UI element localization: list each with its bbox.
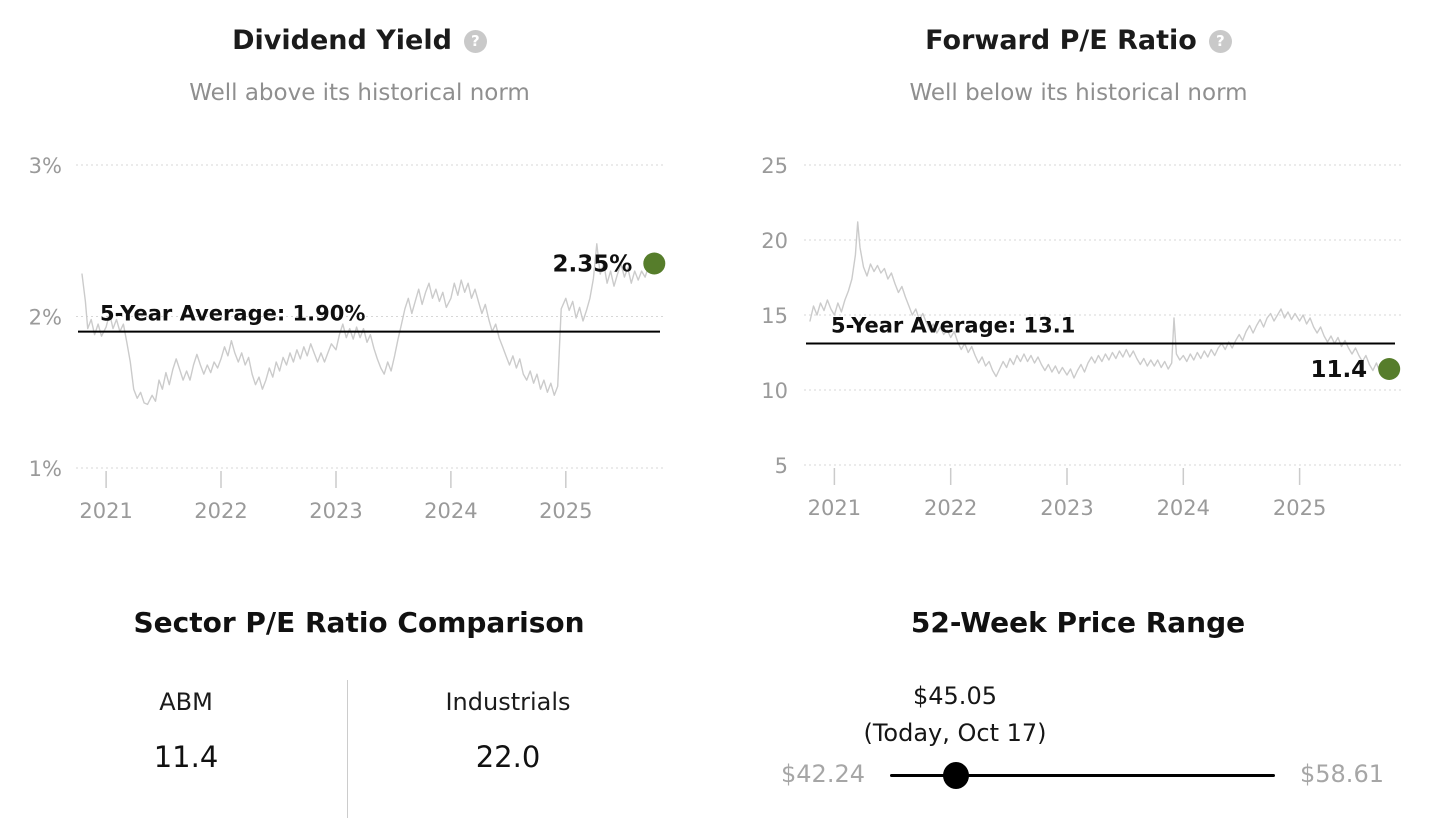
sector-item-industrials: Industrials 22.0 xyxy=(347,688,669,774)
question-mark-icon[interactable]: ? xyxy=(463,29,487,53)
forward-pe-title-row: Forward P/E Ratio ? xyxy=(719,24,1438,58)
forward-pe-title: Forward P/E Ratio xyxy=(925,25,1197,56)
svg-text:5: 5 xyxy=(775,454,788,478)
range-high-label: $58.61 xyxy=(1300,760,1384,788)
svg-text:11.4: 11.4 xyxy=(1310,357,1367,383)
current-value-dot xyxy=(643,252,666,275)
current-price-date: (Today, Oct 17) xyxy=(863,719,1047,747)
svg-text:15: 15 xyxy=(761,304,788,328)
svg-text:2021: 2021 xyxy=(808,496,861,520)
range-handle xyxy=(943,762,969,789)
question-mark-icon[interactable]: ? xyxy=(1208,29,1232,53)
svg-text:2023: 2023 xyxy=(1040,496,1093,520)
svg-text:20: 20 xyxy=(761,229,788,253)
svg-text:2%: 2% xyxy=(29,306,62,330)
svg-text:2024: 2024 xyxy=(424,499,477,523)
svg-text:1%: 1% xyxy=(29,457,62,481)
vertical-divider xyxy=(347,680,348,818)
svg-text:2022: 2022 xyxy=(924,496,977,520)
svg-text:2023: 2023 xyxy=(309,499,362,523)
panel-price-range: 52-Week Price Range $45.05 (Today, Oct 1… xyxy=(719,560,1438,840)
svg-text:5-Year Average: 1.90%: 5-Year Average: 1.90% xyxy=(100,302,365,326)
sector-item-abm: ABM 11.4 xyxy=(25,688,347,774)
sector-comparison-title: Sector P/E Ratio Comparison xyxy=(133,606,585,639)
svg-text:2025: 2025 xyxy=(539,499,592,523)
ticker-pe-value: 11.4 xyxy=(153,740,219,774)
dividend-yield-title-row: Dividend Yield ? xyxy=(0,24,719,58)
svg-text:2.35%: 2.35% xyxy=(553,252,633,278)
dividend-yield-chart: 3% 2% 1% 2021 2022 2023 2024 2025 5-Year Average… xyxy=(29,154,666,523)
current-price-label: $45.05 xyxy=(913,682,997,710)
range-track xyxy=(890,774,1275,777)
dividend-yield-title: Dividend Yield xyxy=(232,25,452,56)
svg-text:25: 25 xyxy=(761,154,788,178)
svg-text:2025: 2025 xyxy=(1273,496,1326,520)
panel-forward-pe: Forward P/E Ratio ? Well below its histo… xyxy=(719,0,1438,560)
price-range-title: 52-Week Price Range xyxy=(910,606,1246,639)
ticker-label: ABM xyxy=(159,688,213,716)
svg-text:2024: 2024 xyxy=(1157,496,1210,520)
range-low-label: $42.24 xyxy=(781,760,865,788)
sector-pe-value: 22.0 xyxy=(475,740,541,774)
panel-sector-comparison: Sector P/E Ratio Comparison ABM 11.4 Ind… xyxy=(0,560,719,840)
dividend-yield-subtitle: Well above its historical norm xyxy=(189,80,530,106)
svg-text:10: 10 xyxy=(761,379,788,403)
svg-text:5-Year Average: 13.1: 5-Year Average: 13.1 xyxy=(831,314,1075,338)
svg-text:3%: 3% xyxy=(29,154,62,178)
forward-pe-chart: 25 20 15 10 5 2021 2022 2023 2024 2025 5-Year Aver… xyxy=(761,154,1403,520)
sector-comparison-grid: ABM 11.4 Industrials 22.0 xyxy=(25,688,669,774)
forward-pe-subtitle: Well below its historical norm xyxy=(909,80,1248,106)
current-value-dot xyxy=(1378,358,1401,380)
panel-dividend-yield: Dividend Yield ? Well above its historic… xyxy=(0,0,719,560)
svg-text:2021: 2021 xyxy=(79,499,132,523)
svg-text:2022: 2022 xyxy=(194,499,247,523)
sector-label: Industrials xyxy=(445,688,571,716)
